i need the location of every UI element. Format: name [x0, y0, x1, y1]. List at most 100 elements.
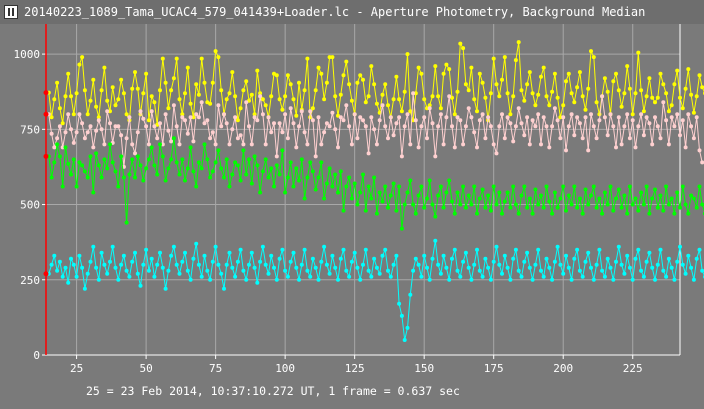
- data-point: [233, 115, 238, 120]
- data-point: [133, 250, 137, 255]
- data-point: [49, 175, 54, 180]
- data-point: [516, 211, 521, 216]
- data-point: [413, 211, 418, 216]
- data-point: [336, 145, 340, 150]
- data-point: [294, 166, 299, 171]
- data-point: [391, 181, 396, 186]
- data-point: [583, 259, 588, 264]
- data-point: [558, 115, 563, 120]
- data-point: [383, 247, 388, 252]
- data-point: [185, 65, 190, 70]
- data-point: [149, 109, 154, 114]
- data-point: [566, 193, 571, 198]
- data-point: [386, 268, 390, 273]
- data-point: [616, 187, 621, 192]
- data-point: [544, 184, 549, 189]
- data-point: [285, 136, 290, 141]
- data-point: [430, 121, 435, 126]
- data-point: [633, 91, 638, 96]
- data-point: [230, 172, 235, 177]
- data-point: [135, 130, 140, 135]
- data-point: [694, 205, 699, 210]
- data-point: [602, 190, 607, 195]
- data-point: [622, 193, 627, 198]
- data-point: [572, 133, 577, 138]
- data-point: [650, 142, 655, 147]
- data-point: [185, 268, 190, 273]
- time-info-footer: 25 = 23 Feb 2014, 10:37:10.272 UT, 1 fra…: [86, 384, 460, 398]
- data-point: [363, 100, 368, 105]
- data-point: [411, 202, 416, 207]
- data-point: [372, 256, 377, 261]
- data-point: [678, 244, 682, 249]
- data-point: [589, 193, 593, 198]
- data-point: [616, 88, 621, 93]
- title-bar[interactable]: 20140223_1089_Tama_UCAC4_579_041439+Load…: [0, 0, 704, 24]
- data-point: [566, 71, 571, 76]
- data-point: [310, 118, 315, 123]
- data-point: [461, 142, 466, 147]
- data-point: [333, 172, 338, 177]
- data-point: [222, 112, 226, 117]
- data-point: [691, 136, 696, 141]
- data-point: [569, 277, 574, 282]
- data-point: [580, 136, 585, 141]
- data-point: [505, 91, 510, 96]
- data-point: [486, 193, 491, 198]
- data-point: [366, 184, 371, 189]
- data-point: [622, 271, 627, 276]
- data-point: [516, 106, 521, 111]
- data-point: [327, 166, 332, 171]
- light-curve-plot[interactable]: 25 50 75 100 125 150 175 200 225 0 250 500 750 1000: [0, 24, 704, 384]
- data-point: [96, 277, 101, 282]
- data-point: [169, 253, 174, 258]
- data-point: [436, 124, 441, 129]
- data-point: [108, 121, 112, 126]
- data-point: [199, 166, 204, 171]
- data-point: [305, 142, 310, 147]
- data-point: [697, 148, 702, 153]
- data-point: [338, 256, 343, 261]
- data-point: [294, 145, 299, 150]
- data-point: [297, 124, 301, 129]
- data-point: [358, 115, 363, 120]
- data-point: [619, 205, 624, 210]
- data-point: [302, 196, 307, 201]
- data-point: [511, 139, 516, 144]
- data-point: [183, 118, 187, 123]
- data-point: [57, 259, 62, 264]
- data-point: [430, 202, 435, 207]
- data-point: [316, 115, 321, 120]
- data-point: [541, 205, 546, 210]
- data-point: [110, 160, 115, 165]
- data-point: [272, 121, 276, 126]
- data-point: [71, 262, 76, 267]
- data-point: [363, 247, 368, 252]
- data-point: [274, 154, 279, 159]
- data-point: [647, 121, 652, 126]
- data-point: [341, 208, 346, 213]
- data-point: [611, 79, 616, 84]
- data-point: [669, 265, 674, 270]
- data-point: [605, 256, 610, 261]
- data-point: [57, 106, 62, 111]
- data-point: [330, 110, 335, 115]
- data-point: [502, 136, 507, 141]
- data-point: [561, 103, 566, 108]
- data-point: [452, 145, 457, 150]
- data-point: [144, 247, 149, 252]
- data-point: [177, 172, 182, 177]
- data-point: [486, 115, 491, 120]
- lightcurve-app-icon[interactable]: [4, 5, 18, 19]
- data-point: [444, 115, 449, 120]
- data-point: [513, 124, 518, 129]
- data-point: [108, 109, 112, 114]
- data-point: [196, 92, 201, 97]
- data-point: [274, 277, 279, 282]
- data-point: [241, 142, 246, 147]
- data-point: [155, 262, 160, 267]
- data-point: [258, 91, 263, 96]
- data-point: [569, 91, 574, 96]
- data-point: [105, 109, 110, 114]
- data-point: [564, 253, 568, 258]
